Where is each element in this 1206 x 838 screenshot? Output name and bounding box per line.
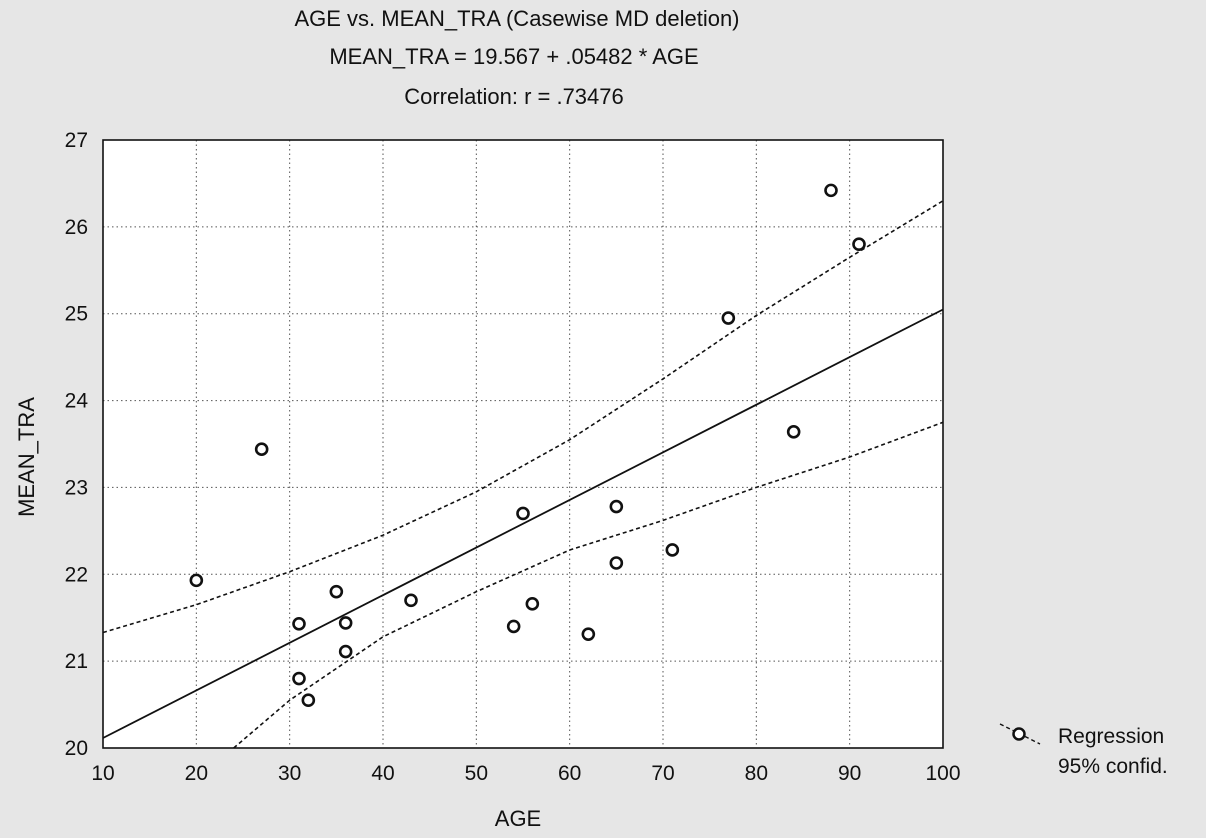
data-point — [329, 584, 344, 599]
x-tick-label: 100 — [925, 762, 960, 785]
x-axis-label: AGE — [495, 806, 541, 831]
x-tick-label: 30 — [278, 762, 301, 785]
y-tick-label: 25 — [65, 303, 88, 326]
y-tick-label: 26 — [65, 216, 88, 239]
y-tick-label: 23 — [65, 476, 88, 499]
data-point — [609, 499, 624, 514]
data-point — [338, 616, 353, 630]
correlation-text: Correlation: r = .73476 — [404, 84, 624, 109]
legend: Regression 95% confid. — [999, 723, 1168, 778]
legend-regression: Regression — [1058, 725, 1164, 748]
y-tick-label: 27 — [65, 129, 88, 152]
x-tick-label: 10 — [91, 762, 114, 785]
confidence-upper-line — [102, 200, 944, 634]
data-point — [721, 311, 736, 325]
data-point — [189, 573, 204, 588]
y-tick-label: 24 — [65, 390, 89, 413]
y-tick-label: 22 — [65, 563, 88, 586]
data-point — [525, 597, 540, 611]
legend-confidence: 95% confid. — [1058, 755, 1168, 778]
x-tick-label: 60 — [558, 762, 581, 785]
plot-area — [103, 140, 943, 748]
x-tick-label: 90 — [838, 762, 861, 785]
legend-marker-icon — [1012, 727, 1026, 741]
x-tick-label: 50 — [465, 762, 488, 785]
x-tick-label: 40 — [371, 762, 394, 785]
chart-title: AGE vs. MEAN_TRA (Casewise MD deletion) — [294, 6, 739, 31]
data-point — [301, 693, 316, 708]
x-tick-label: 20 — [185, 762, 208, 785]
data-point — [506, 619, 521, 634]
data-point — [292, 671, 306, 686]
data-point — [254, 442, 269, 457]
regression-equation: MEAN_TRA = 19.567 + .05482 * AGE — [329, 44, 698, 69]
data-point — [581, 627, 596, 642]
plot-frame — [102, 139, 944, 749]
data-point — [852, 237, 866, 252]
y-tick-label: 21 — [65, 650, 88, 673]
data-point — [404, 593, 418, 608]
y-tick-label: 20 — [65, 737, 88, 760]
data-point — [786, 425, 801, 439]
data-point — [338, 644, 353, 659]
data-point — [824, 183, 838, 198]
data-point — [516, 506, 530, 521]
confidence-lower-line — [233, 421, 944, 749]
y-axis-label: MEAN_TRA — [14, 397, 39, 517]
x-tick-label: 70 — [651, 762, 674, 785]
regression-line — [102, 308, 944, 739]
data-point — [292, 616, 306, 631]
data-point — [665, 543, 680, 557]
x-tick-label: 80 — [745, 762, 768, 785]
data-point — [609, 556, 624, 570]
